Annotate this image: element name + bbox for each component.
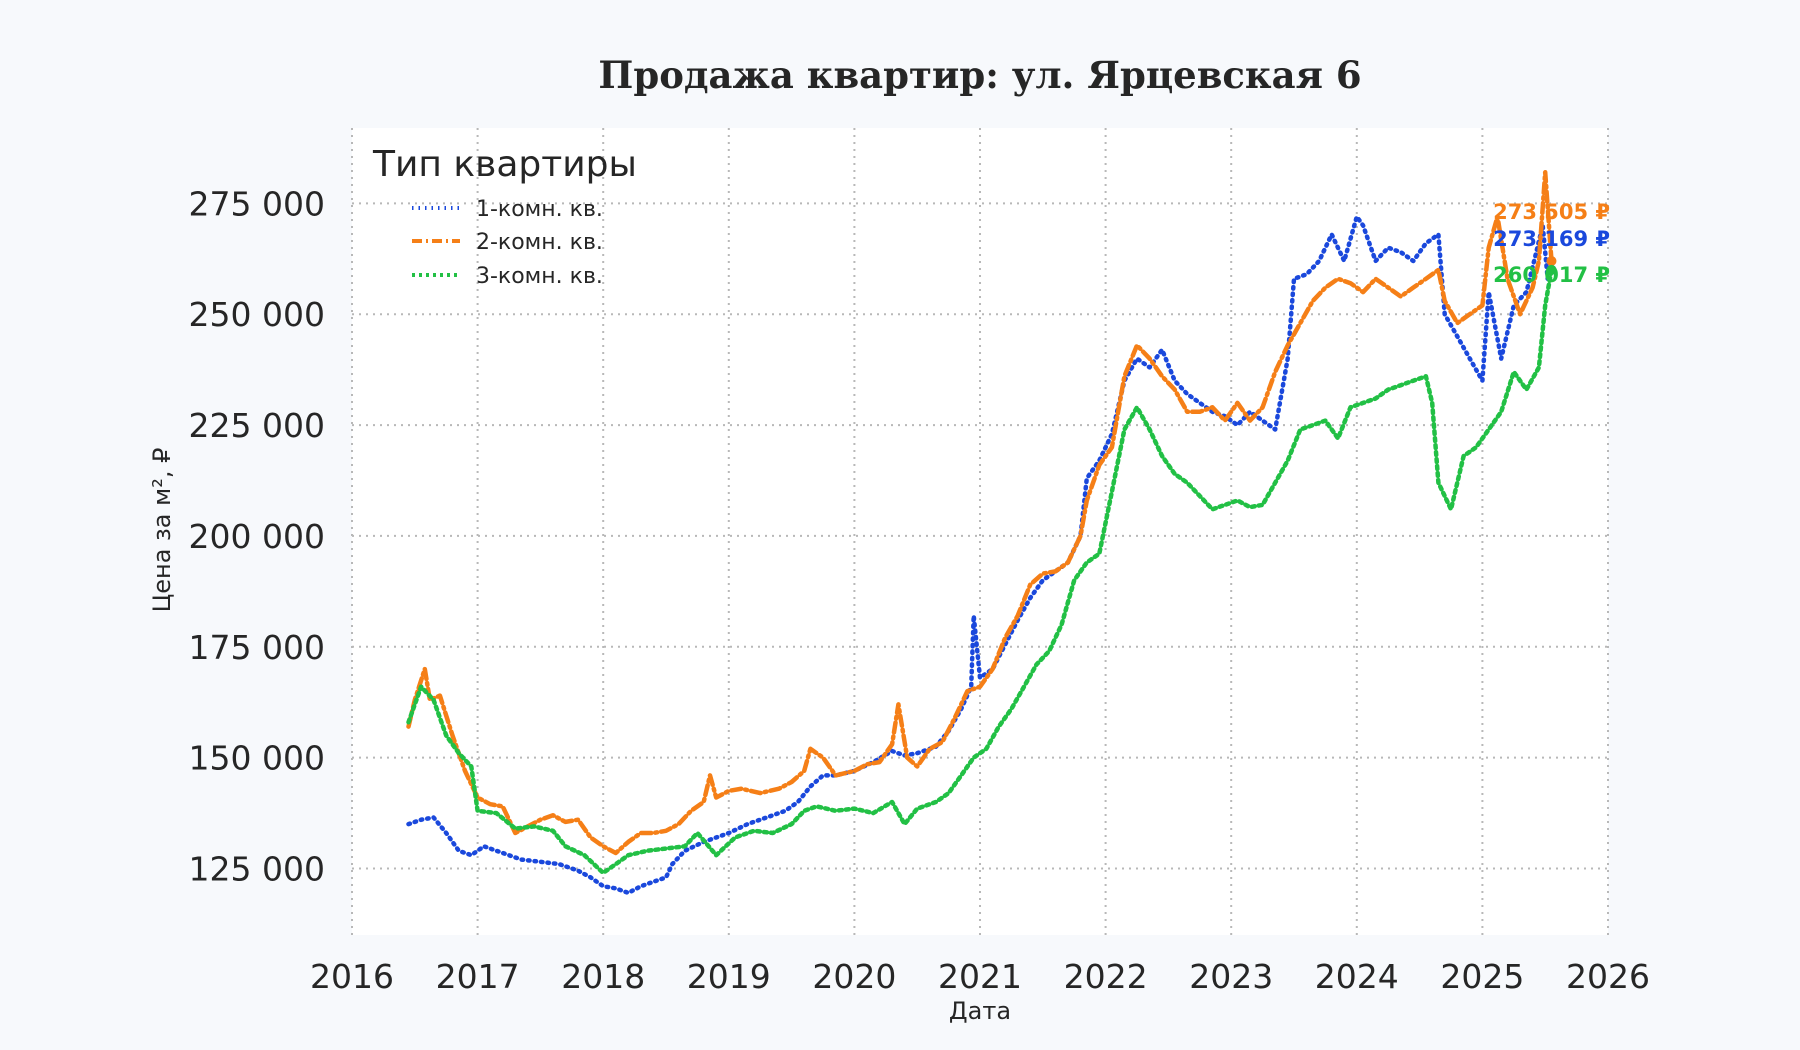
series-lines bbox=[406, 170, 1557, 896]
x-tick-label-2020: 2020 bbox=[812, 957, 896, 996]
legend-item-2: 2-комн. кв. bbox=[412, 230, 603, 255]
x-tick-label-2023: 2023 bbox=[1189, 957, 1273, 996]
y-tick-label-4: 200 000 bbox=[189, 517, 325, 556]
legend-label-3: 3-комн. кв. bbox=[476, 264, 603, 289]
legend-item-1: 1-комн. кв. bbox=[412, 197, 603, 222]
y-axis-label: Цена за м², ₽ bbox=[148, 448, 176, 613]
series-line-2 bbox=[406, 170, 1554, 856]
legend-title: Тип квартиры bbox=[372, 144, 637, 185]
x-tick-label-2019: 2019 bbox=[687, 957, 771, 996]
x-tick-label-2024: 2024 bbox=[1315, 957, 1399, 996]
x-tick-label-2026: 2026 bbox=[1566, 957, 1650, 996]
y-tick-label-6: 250 000 bbox=[189, 295, 325, 334]
series-line-3 bbox=[406, 267, 1554, 876]
y-tick-label-3: 175 000 bbox=[189, 628, 325, 667]
chart-title: Продажа квартир: ул. Ярцевская 6 bbox=[598, 53, 1361, 97]
legend-label-2: 2-комн. кв. bbox=[476, 230, 603, 255]
end-value-label-1: 273 169 ₽ bbox=[1493, 227, 1610, 251]
series-end-point-2 bbox=[1546, 256, 1557, 267]
x-tick-label-2016: 2016 bbox=[310, 957, 394, 996]
x-tick-label-2018: 2018 bbox=[561, 957, 645, 996]
y-tick-label-1: 125 000 bbox=[189, 849, 325, 888]
legend: Тип квартиры 1-комн. кв. 2-комн. кв. 3-к… bbox=[372, 144, 637, 289]
legend-label-1: 1-комн. кв. bbox=[476, 197, 603, 222]
end-value-label-3: 260 017 ₽ bbox=[1493, 263, 1610, 287]
x-tick-label-2025: 2025 bbox=[1440, 957, 1524, 996]
y-tick-label-7: 275 000 bbox=[189, 184, 325, 223]
x-tick-label-2017: 2017 bbox=[436, 957, 520, 996]
x-tick-label-2022: 2022 bbox=[1064, 957, 1148, 996]
x-axis-label: Дата bbox=[949, 997, 1011, 1025]
series-end-point-3 bbox=[1546, 264, 1557, 275]
series-line-1 bbox=[406, 214, 1554, 896]
grid bbox=[351, 128, 1609, 935]
legend-item-3: 3-комн. кв. bbox=[412, 264, 603, 289]
x-tick-label-2021: 2021 bbox=[938, 957, 1022, 996]
x-axis-ticks: 2016 2017 2018 2019 2020 2021 2022 2023 2024 2025… bbox=[310, 957, 1650, 996]
end-value-label-2: 273 505 ₽ bbox=[1493, 200, 1610, 224]
y-tick-label-5: 225 000 bbox=[189, 406, 325, 445]
end-labels: 273 169 ₽ 273 505 ₽ 260 017 ₽ bbox=[1493, 200, 1610, 287]
y-axis-ticks: 125 000 150 000 175 000 200 000 225 000 250 0… bbox=[189, 184, 325, 888]
y-tick-label-2: 150 000 bbox=[189, 739, 325, 778]
